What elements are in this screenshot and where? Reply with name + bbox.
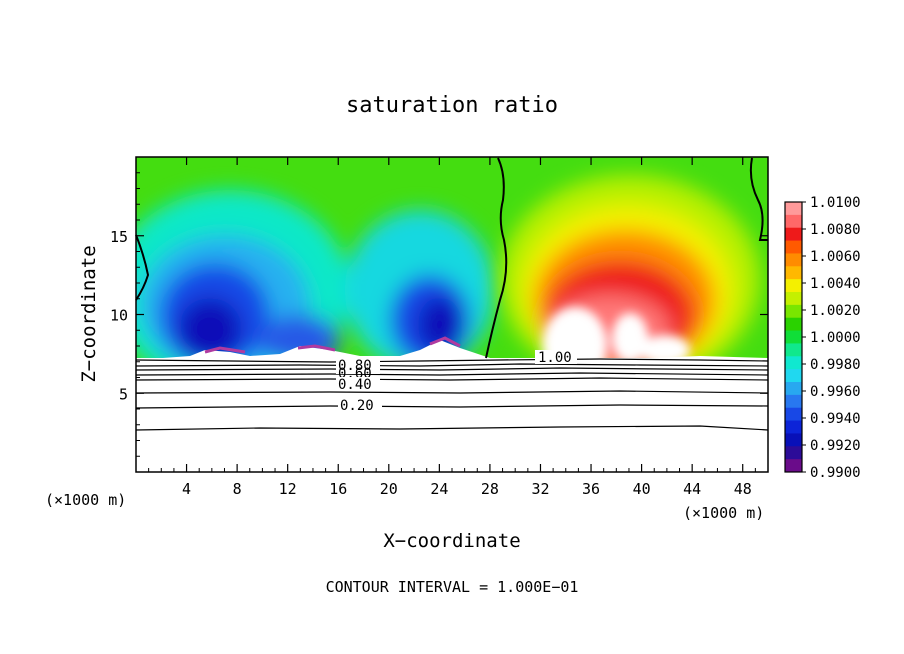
colorbar-label: 1.0060 bbox=[810, 249, 861, 265]
colorbar-segment bbox=[785, 279, 802, 293]
y-axis-label: Z−coordinate bbox=[78, 245, 100, 382]
contour-0-90 bbox=[135, 363, 769, 367]
colorbar-segment bbox=[785, 330, 802, 344]
colorbar-label: 1.0080 bbox=[810, 222, 861, 238]
colorbar-label: 0.9920 bbox=[810, 438, 861, 454]
x-unit-right: (×1000 m) bbox=[683, 504, 764, 522]
contour-1-00-right bbox=[749, 157, 768, 241]
colorbar-segment bbox=[785, 253, 802, 267]
colorbar-segment bbox=[785, 407, 802, 422]
x-tick-label: 48 bbox=[734, 480, 752, 498]
field-darkblue-mid bbox=[418, 297, 462, 353]
y-axis: 5 10 15 bbox=[110, 172, 768, 457]
x-tick-label: 20 bbox=[380, 480, 398, 498]
contour-0-10 bbox=[135, 425, 769, 431]
y-tick-label: 10 bbox=[110, 307, 128, 325]
colorbar-label: 0.9960 bbox=[810, 384, 861, 400]
contour-1-00 bbox=[135, 358, 769, 363]
colorbar-segment bbox=[785, 433, 802, 447]
colorbar-segment bbox=[785, 459, 802, 473]
contour-1-00-left bbox=[135, 234, 150, 301]
x-tick-label: 12 bbox=[279, 480, 297, 498]
x-tick-label: 40 bbox=[633, 480, 651, 498]
colorbar-label: 0.9900 bbox=[810, 465, 861, 481]
colorbar-label: 0.9980 bbox=[810, 357, 861, 373]
colorbar-segment bbox=[785, 266, 802, 280]
colorbar-segment bbox=[785, 420, 802, 434]
colorbar-segment bbox=[785, 304, 802, 319]
colorbar: 1.0100 1.0080 1.0060 1.0040 1.0020 1.0000 0.99… bbox=[784, 195, 861, 481]
contour-0-80 bbox=[135, 367, 769, 371]
colorbar-segment bbox=[785, 202, 802, 216]
colorbar-segment bbox=[785, 356, 802, 370]
colorbar-label: 0.9940 bbox=[810, 411, 861, 427]
x-tick-label: 4 bbox=[182, 480, 191, 498]
x-tick-label: 44 bbox=[683, 480, 701, 498]
contour-label-0-40: 0.40 bbox=[338, 377, 372, 393]
y-tick-label: 15 bbox=[110, 228, 128, 246]
colorbar-segment bbox=[785, 369, 802, 383]
x-tick-label: 36 bbox=[582, 480, 600, 498]
colorbar-segment bbox=[785, 394, 802, 409]
field-darkblue-left bbox=[178, 298, 242, 358]
field-white-patch-1 bbox=[543, 307, 607, 358]
x-tick-label: 8 bbox=[233, 480, 242, 498]
x-unit-left: (×1000 m) bbox=[45, 491, 126, 509]
x-axis: 4 8 12 16 20 24 28 32 36 40 44 48 bbox=[148, 157, 756, 498]
colorbar-segment bbox=[785, 240, 802, 254]
colorbar-segment bbox=[785, 292, 802, 306]
field-white-patch-2 bbox=[612, 313, 648, 358]
contour-interval-footer: CONTOUR INTERVAL = 1.000E−01 bbox=[326, 578, 579, 596]
colorbar-segment bbox=[785, 317, 802, 332]
colorbar-label: 1.0020 bbox=[810, 303, 861, 319]
heatmap-field bbox=[136, 157, 768, 358]
field-white-base bbox=[163, 340, 768, 358]
contour-0-60 bbox=[135, 377, 769, 381]
field-white-patch-3 bbox=[640, 335, 690, 358]
colorbar-label: 1.0100 bbox=[810, 195, 861, 211]
colorbar-label: 1.0040 bbox=[810, 276, 861, 292]
colorbar-segment bbox=[785, 382, 802, 396]
contour-label-0-20: 0.20 bbox=[340, 398, 374, 414]
colorbar-segment bbox=[785, 227, 802, 242]
colorbar-segment bbox=[785, 446, 802, 460]
field-rim bbox=[204, 336, 461, 354]
contour-label-1-00: 1.00 bbox=[538, 350, 572, 366]
contour-labels: 1.00 0.80 0.60 0.40 0.20 bbox=[336, 350, 577, 414]
x-tick-label: 28 bbox=[481, 480, 499, 498]
chart-title: saturation ratio bbox=[346, 93, 558, 118]
x-tick-label: 32 bbox=[531, 480, 549, 498]
colorbar-segment bbox=[785, 343, 802, 357]
contour-0-40 bbox=[135, 390, 769, 394]
contour-1-00-mid bbox=[485, 157, 508, 359]
y-tick-label: 5 bbox=[119, 385, 128, 403]
colorbar-segment bbox=[785, 214, 802, 229]
contour-0-70 bbox=[135, 372, 769, 376]
x-tick-label: 24 bbox=[430, 480, 448, 498]
contour-label-0-80: 0.80 bbox=[338, 358, 372, 374]
contour-0-20 bbox=[135, 404, 769, 409]
x-axis-label: X−coordinate bbox=[383, 530, 520, 552]
colorbar-label: 1.0000 bbox=[810, 330, 861, 346]
x-tick-label: 16 bbox=[329, 480, 347, 498]
